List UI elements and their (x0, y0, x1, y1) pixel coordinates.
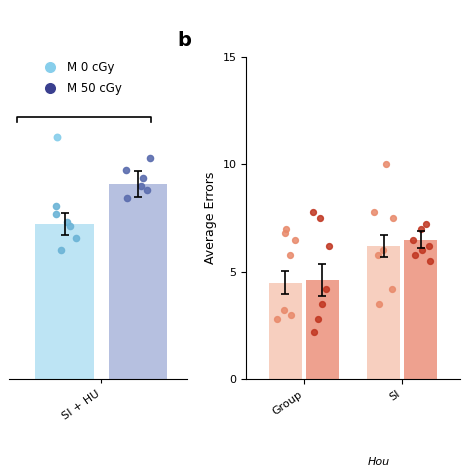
Point (411, 251, 419, 258)
Point (137, 182, 144, 190)
Point (422, 221, 429, 228)
Bar (404, 239, 437, 379)
Point (382, 161, 390, 168)
Bar (306, 280, 338, 379)
Point (370, 208, 377, 215)
Point (425, 242, 433, 250)
Point (52, 202, 59, 210)
Point (379, 246, 386, 254)
Point (389, 214, 396, 222)
Point (287, 311, 295, 319)
Point (286, 251, 294, 258)
Point (54, 134, 61, 141)
Bar (269, 283, 301, 379)
Point (316, 214, 324, 222)
Point (281, 307, 288, 314)
Point (322, 285, 330, 293)
Legend: M 0 cGy, M 50 cGy: M 0 cGy, M 50 cGy (33, 56, 127, 100)
Point (292, 236, 299, 243)
Point (417, 225, 425, 233)
Point (388, 285, 396, 293)
Point (310, 208, 317, 215)
Point (73, 235, 80, 242)
Point (139, 174, 147, 182)
Point (57, 246, 65, 254)
Point (144, 186, 151, 194)
Point (282, 229, 289, 237)
Point (310, 328, 317, 336)
Point (67, 222, 74, 230)
Text: Hou: Hou (368, 456, 390, 466)
Point (63, 218, 71, 226)
Point (283, 225, 290, 233)
Bar (109, 184, 167, 379)
Point (314, 315, 321, 323)
Point (123, 194, 130, 202)
Point (319, 300, 326, 308)
Y-axis label: Average Errors: Average Errors (204, 172, 217, 264)
Bar (367, 246, 400, 379)
Point (374, 251, 382, 258)
Point (418, 246, 425, 254)
Point (375, 300, 383, 308)
Point (273, 315, 281, 323)
Point (52, 210, 59, 218)
Point (122, 166, 129, 173)
Point (409, 236, 417, 243)
Point (426, 257, 434, 265)
Bar (35, 224, 94, 379)
Point (146, 154, 154, 161)
Text: b: b (178, 31, 191, 50)
Point (325, 242, 332, 250)
